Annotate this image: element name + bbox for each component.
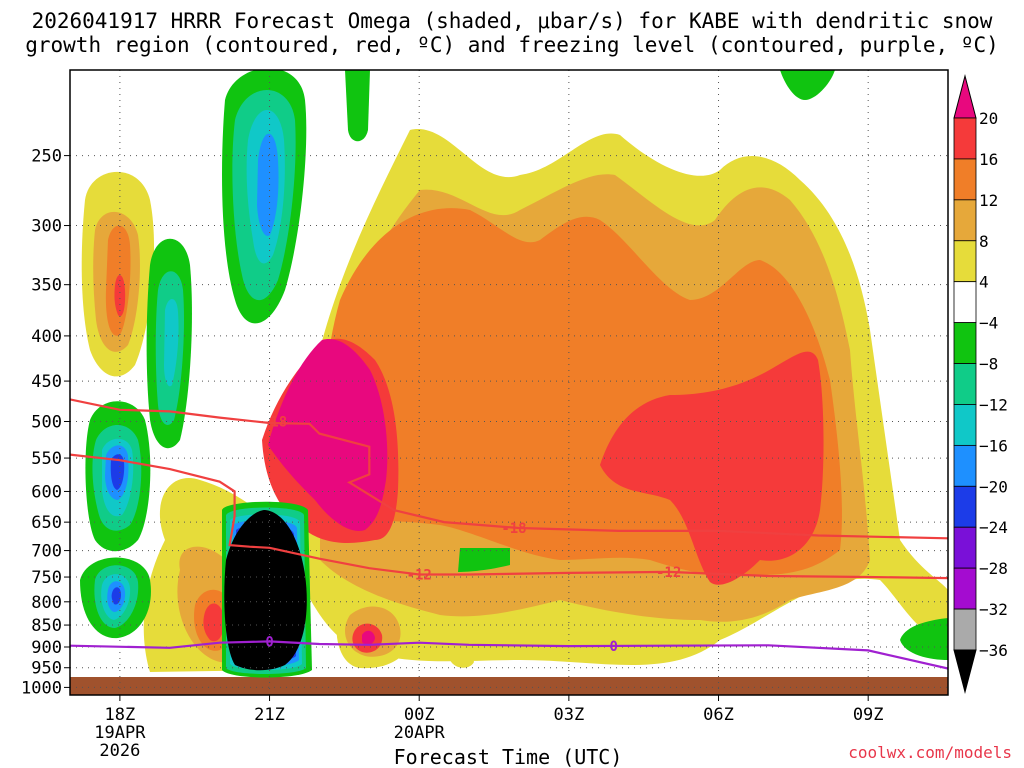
- x-tick-label: 00Z: [404, 705, 435, 725]
- contour-label: 0: [610, 639, 618, 655]
- colorbar: 20 16 12 8 4 −4 −8 −12 −16 −20 −24 −28 −32 −36: [953, 74, 1008, 694]
- chart-title-line1: 2026041917 HRRR Forecast Omega (shaded, …: [32, 9, 993, 33]
- y-tick-label: 500: [31, 413, 62, 433]
- colorbar-level-label: −8: [979, 355, 998, 374]
- colorbar-bottom-arrow: [953, 649, 977, 694]
- y-tick-label: 700: [31, 542, 62, 562]
- x-tick-year-label: 2026: [99, 741, 140, 761]
- grid-lines: [70, 70, 948, 695]
- y-tick-label: 350: [31, 276, 62, 296]
- y-tick-label: 400: [31, 327, 62, 347]
- y-tick-label: 250: [31, 147, 62, 167]
- x-tick-label: 09Z: [853, 705, 884, 725]
- x-tick-label: 06Z: [703, 705, 734, 725]
- contour-label: -12: [656, 565, 681, 581]
- contour-line: [70, 398, 948, 540]
- x-axis-label: Forecast Time (UTC): [394, 745, 623, 768]
- colorbar-swatch: [953, 158, 977, 201]
- colorbar-swatch: [953, 240, 977, 283]
- colorbar-swatch: [953, 199, 977, 242]
- y-tick-label: 950: [31, 659, 62, 679]
- colorbar-level-label: −36: [979, 641, 1008, 660]
- contour-label: -18: [262, 415, 287, 431]
- y-tick-label: 450: [31, 372, 62, 392]
- y-tick-label: 550: [31, 449, 62, 469]
- y-tick-label: 1000: [21, 678, 62, 698]
- temperature-contours: -18 -18 -12 -12 0 0: [70, 398, 948, 670]
- colorbar-swatch: [953, 363, 977, 405]
- colorbar-level-label: −28: [979, 559, 1008, 578]
- colorbar-swatch: [953, 404, 977, 446]
- colorbar-swatch: [953, 485, 977, 528]
- colorbar-swatch: [953, 526, 977, 569]
- colorbar-swatch: [953, 117, 977, 160]
- x-tick-label: 18Z: [105, 705, 136, 725]
- colorbar-level-label: 20: [979, 109, 998, 128]
- contour-label: -12: [407, 567, 432, 583]
- ground-surface: [70, 677, 948, 695]
- x-tick-label: 21Z: [254, 705, 285, 725]
- y-tick-label: 800: [31, 593, 62, 613]
- colorbar-level-label: −4: [979, 314, 998, 333]
- contour-line: [70, 640, 948, 670]
- y-axis: 2503003504004505005506006507007508008509…: [21, 147, 70, 698]
- colorbar-level-label: 8: [979, 232, 989, 251]
- x-tick-date-label: 20APR: [394, 723, 446, 743]
- colorbar-level-label: 16: [979, 150, 998, 169]
- plot-frame: [69, 69, 949, 696]
- omega-neg36-core: [224, 510, 307, 671]
- colorbar-level-label: −32: [979, 600, 1008, 619]
- colorbar-swatch: [953, 281, 977, 324]
- y-tick-label: 750: [31, 568, 62, 588]
- watermark: coolwx.com/models: [848, 743, 1012, 762]
- chart-title-line2: growth region (contoured, red, ºC) and f…: [25, 33, 999, 57]
- colorbar-level-label: −12: [979, 395, 1008, 414]
- colorbar-level-label: −24: [979, 518, 1008, 537]
- contour-label: 0: [265, 634, 273, 650]
- x-tick-date-label: 19APR: [94, 723, 146, 743]
- colorbar-swatch: [953, 444, 977, 487]
- colorbar-level-label: −16: [979, 436, 1008, 455]
- colorbar-top-arrow: [953, 74, 977, 119]
- contour-line: [70, 453, 948, 580]
- colorbar-swatch: [953, 322, 977, 364]
- colorbar-level-label: 12: [979, 191, 998, 210]
- y-tick-label: 900: [31, 638, 62, 658]
- colorbar-swatch: [953, 567, 977, 610]
- y-tick-label: 600: [31, 482, 62, 502]
- x-tick-label: 03Z: [554, 705, 585, 725]
- colorbar-level-label: −20: [979, 477, 1008, 496]
- contour-label: -18: [501, 521, 526, 537]
- colorbar-level-label: 4: [979, 273, 989, 292]
- y-tick-label: 850: [31, 616, 62, 636]
- colorbar-swatch: [953, 608, 977, 651]
- y-tick-label: 300: [31, 217, 62, 237]
- y-tick-label: 650: [31, 513, 62, 533]
